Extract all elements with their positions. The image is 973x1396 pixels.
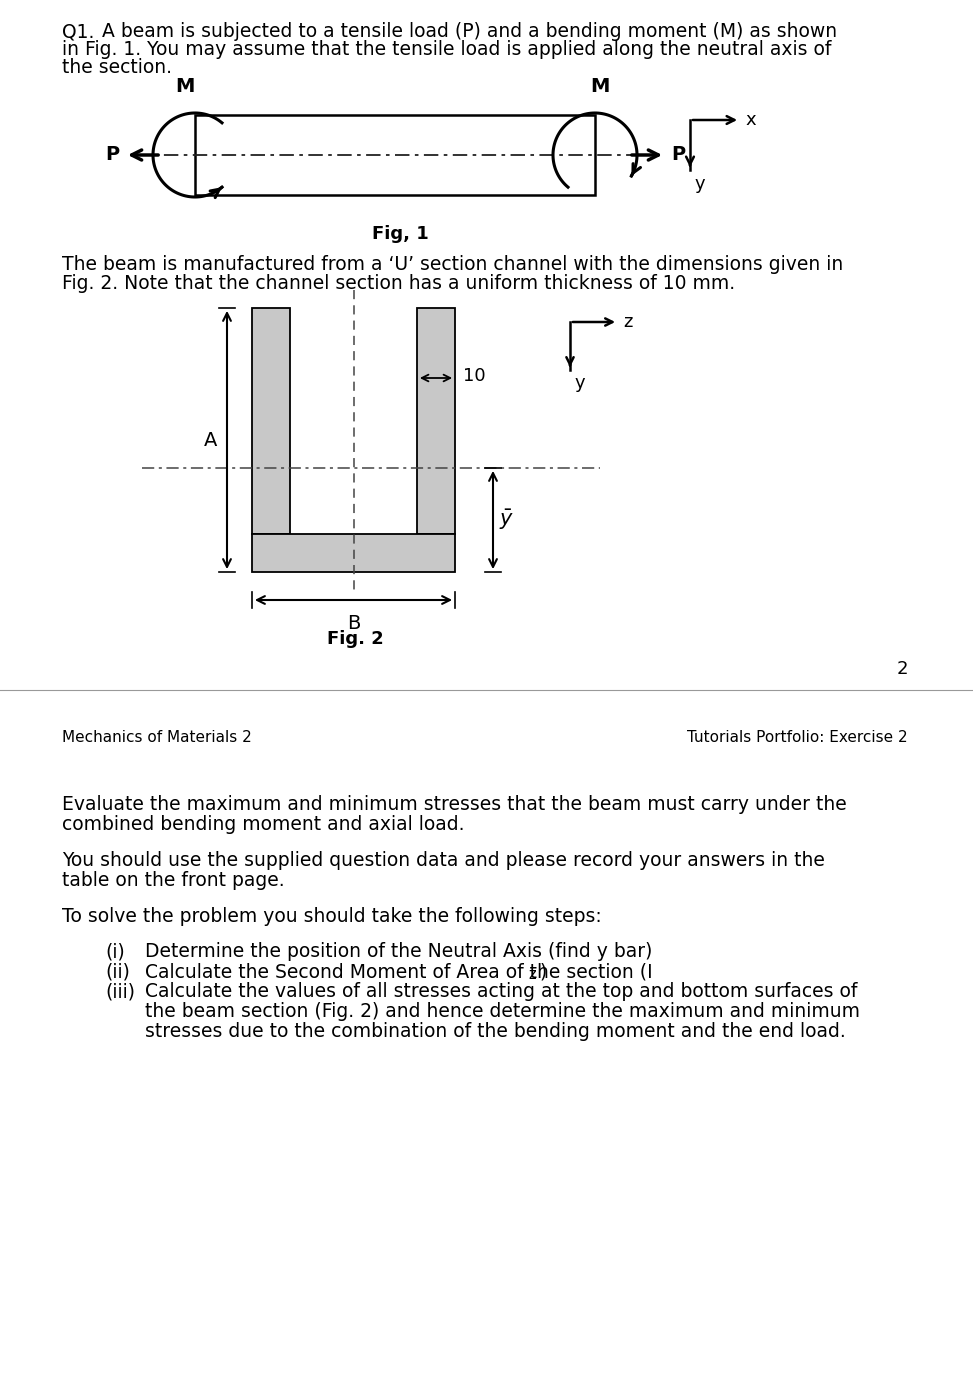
Text: the beam section (Fig. 2) and hence determine the maximum and minimum: the beam section (Fig. 2) and hence dete…: [145, 1002, 860, 1020]
Text: Evaluate the maximum and minimum stresses that the beam must carry under the: Evaluate the maximum and minimum stresse…: [62, 794, 847, 814]
Text: 2: 2: [896, 660, 908, 678]
Text: Fig. 2: Fig. 2: [327, 630, 383, 648]
Text: (ii): (ii): [105, 962, 129, 981]
Text: P: P: [105, 145, 119, 165]
Text: in Fig. 1. You may assume that the tensile load is applied along the neutral axi: in Fig. 1. You may assume that the tensi…: [62, 40, 831, 59]
Text: table on the front page.: table on the front page.: [62, 871, 285, 891]
Text: B: B: [346, 614, 360, 632]
Text: M: M: [175, 78, 195, 96]
Text: (i): (i): [105, 942, 125, 960]
Text: ): ): [540, 962, 547, 981]
Text: Fig, 1: Fig, 1: [372, 225, 428, 243]
Text: M: M: [591, 78, 610, 96]
Text: Fig. 2. Note that the channel section has a uniform thickness of 10 mm.: Fig. 2. Note that the channel section ha…: [62, 274, 736, 293]
Text: Mechanics of Materials 2: Mechanics of Materials 2: [62, 730, 252, 745]
Text: x: x: [745, 112, 756, 128]
Text: combined bending moment and axial load.: combined bending moment and axial load.: [62, 815, 464, 833]
Text: the section.: the section.: [62, 59, 172, 77]
Text: y: y: [575, 374, 586, 392]
Text: Calculate the Second Moment of Area of the section (I: Calculate the Second Moment of Area of t…: [145, 962, 653, 981]
Text: A: A: [203, 430, 217, 450]
Text: z: z: [623, 313, 632, 331]
Text: Tutorials Portfolio: Exercise 2: Tutorials Portfolio: Exercise 2: [687, 730, 908, 745]
Text: stresses due to the combination of the bending moment and the end load.: stresses due to the combination of the b…: [145, 1022, 846, 1041]
Text: To solve the problem you should take the following steps:: To solve the problem you should take the…: [62, 907, 601, 926]
Text: The beam is manufactured from a ‘U’ section channel with the dimensions given in: The beam is manufactured from a ‘U’ sect…: [62, 255, 844, 274]
Text: Q1.: Q1.: [62, 22, 94, 40]
Text: z: z: [528, 967, 535, 981]
Text: $\bar{y}$: $\bar{y}$: [499, 508, 514, 532]
Text: (iii): (iii): [105, 981, 135, 1001]
Text: 10: 10: [463, 367, 486, 385]
Polygon shape: [252, 535, 455, 572]
Text: Calculate the values of all stresses acting at the top and bottom surfaces of: Calculate the values of all stresses act…: [145, 981, 857, 1001]
Polygon shape: [417, 309, 455, 535]
Text: A beam is subjected to a tensile load (P) and a bending moment (M) as shown: A beam is subjected to a tensile load (P…: [102, 22, 837, 40]
Text: y: y: [695, 174, 705, 193]
Text: Determine the position of the Neutral Axis (find y bar): Determine the position of the Neutral Ax…: [145, 942, 652, 960]
Text: You should use the supplied question data and please record your answers in the: You should use the supplied question dat…: [62, 852, 825, 870]
Polygon shape: [195, 114, 595, 195]
Polygon shape: [252, 309, 290, 535]
Text: P: P: [671, 145, 685, 165]
